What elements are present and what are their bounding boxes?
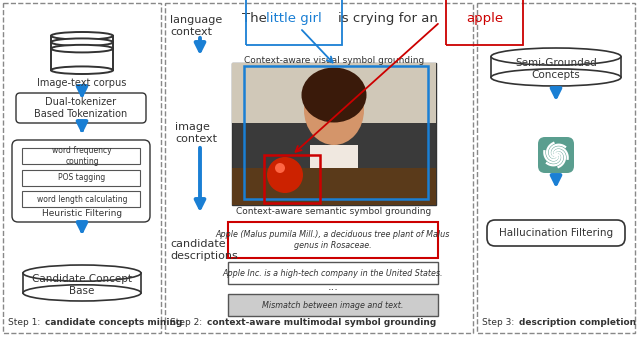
Bar — [228, 294, 438, 316]
Text: Context-aware semantic symbol grounding: Context-aware semantic symbol grounding — [236, 207, 431, 216]
Text: context-aware multimodal symbol grounding: context-aware multimodal symbol groundin… — [207, 318, 436, 327]
Text: Apple (Malus pumila Mill.), a deciduous tree plant of Malus
genus in Rosaceae.: Apple (Malus pumila Mill.), a deciduous … — [216, 230, 450, 251]
Text: description completion: description completion — [519, 318, 636, 327]
Text: Image-text corpus: Image-text corpus — [37, 78, 127, 88]
Text: Heuristic Filtering: Heuristic Filtering — [42, 210, 122, 219]
FancyBboxPatch shape — [16, 93, 146, 123]
Ellipse shape — [51, 67, 113, 74]
Circle shape — [275, 163, 285, 173]
Text: Dual-tokenizer
Based Tokenization: Dual-tokenizer Based Tokenization — [35, 97, 127, 119]
Text: is crying for an: is crying for an — [338, 12, 442, 25]
Circle shape — [554, 152, 559, 157]
Ellipse shape — [491, 69, 621, 86]
Ellipse shape — [491, 48, 621, 65]
Bar — [51, 36, 113, 70]
Text: Step 3:: Step 3: — [482, 318, 517, 327]
Text: Semi-Grounded
Concepts: Semi-Grounded Concepts — [515, 58, 597, 80]
Bar — [228, 262, 438, 284]
Bar — [477, 3, 635, 333]
Ellipse shape — [304, 75, 364, 145]
Ellipse shape — [23, 265, 141, 281]
Bar — [232, 63, 436, 123]
Ellipse shape — [51, 45, 113, 52]
FancyBboxPatch shape — [487, 220, 625, 246]
Bar — [22, 191, 140, 207]
Text: Apple Inc. is a high-tech company in the United States.: Apple Inc. is a high-tech company in the… — [223, 269, 444, 278]
Text: apple: apple — [466, 12, 503, 25]
Text: word length calculating: word length calculating — [36, 194, 127, 203]
Text: ...: ... — [328, 282, 339, 292]
Text: image
context: image context — [175, 122, 217, 144]
Circle shape — [267, 157, 303, 193]
Text: word frequency
counting: word frequency counting — [52, 146, 112, 166]
Text: little girl: little girl — [266, 12, 322, 25]
Bar — [232, 63, 436, 205]
Bar — [244, 66, 428, 199]
Text: Hallucination Filtering: Hallucination Filtering — [499, 228, 613, 238]
Bar — [165, 3, 473, 333]
Text: language
context: language context — [170, 15, 222, 37]
Text: The: The — [242, 12, 271, 25]
Bar — [22, 148, 140, 164]
Text: POS tagging: POS tagging — [58, 173, 106, 182]
Ellipse shape — [51, 38, 113, 46]
Bar — [3, 3, 161, 333]
Text: Candidate Concept
Base: Candidate Concept Base — [32, 274, 132, 296]
Text: Step 2:: Step 2: — [170, 318, 205, 327]
Bar — [228, 222, 438, 258]
Bar — [491, 56, 621, 77]
Text: candidate concepts mining: candidate concepts mining — [45, 318, 182, 327]
Ellipse shape — [301, 67, 367, 122]
Bar — [22, 170, 140, 186]
Text: candidate
descriptions: candidate descriptions — [170, 239, 237, 261]
Text: Context-aware visual symbol grounding: Context-aware visual symbol grounding — [244, 56, 424, 65]
FancyBboxPatch shape — [538, 137, 574, 173]
Ellipse shape — [23, 285, 141, 301]
Bar — [23, 273, 141, 293]
Ellipse shape — [51, 32, 113, 39]
Bar — [232, 168, 436, 205]
Bar — [264, 155, 320, 203]
Text: Step 1:: Step 1: — [8, 318, 43, 327]
Text: Mismatch between image and text.: Mismatch between image and text. — [262, 300, 404, 310]
Bar — [310, 145, 358, 185]
FancyBboxPatch shape — [12, 140, 150, 222]
